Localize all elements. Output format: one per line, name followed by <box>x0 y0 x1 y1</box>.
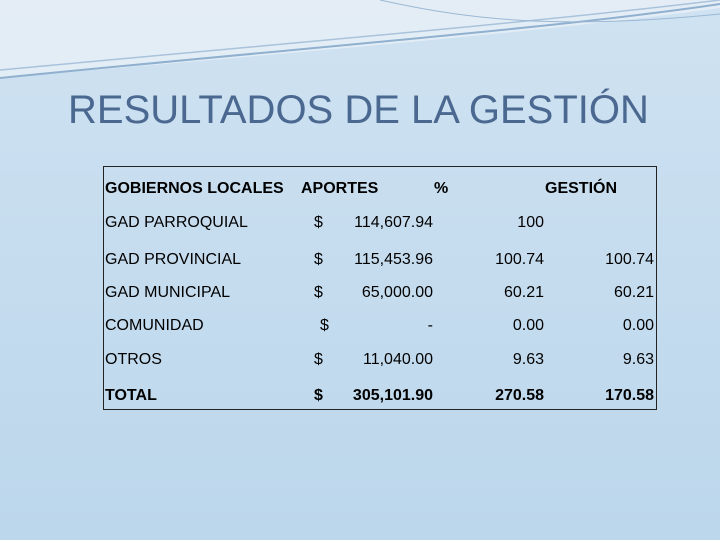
slide-title: RESULTADOS DE LA GESTIÓN <box>68 88 649 132</box>
percent: 60.21 <box>503 284 544 301</box>
gestion: 100.74 <box>605 251 654 268</box>
percent: 9.63 <box>512 351 544 368</box>
amount: 11,040.00 <box>363 351 433 368</box>
gestion: 0.00 <box>622 317 654 334</box>
table: GOBIERNOS LOCALES APORTES% GESTIÓN GAD PARR… <box>103 166 657 410</box>
gestion: 170.58 <box>605 387 654 404</box>
decoration <box>0 0 720 79</box>
amount: 305,101.90 <box>352 387 433 404</box>
percent: 270.58 <box>495 387 544 404</box>
currency: $ <box>320 317 329 334</box>
header-cell: GESTIÓN <box>545 180 618 197</box>
amount: - <box>427 317 433 334</box>
percent: 100 <box>517 214 544 231</box>
row-name: GAD PROVINCIAL <box>105 251 242 268</box>
gestion: 9.63 <box>622 351 654 368</box>
row-name: GAD PARROQUIAL <box>105 214 248 231</box>
amount: 114,607.94 <box>354 214 433 231</box>
row-name: OTROS <box>105 351 162 368</box>
header-cell: % <box>434 180 449 197</box>
header-cell: APORTES <box>301 180 379 197</box>
amount: 65,000.00 <box>361 284 433 301</box>
gestion: 60.21 <box>613 284 654 301</box>
amount: 115,453.96 <box>354 251 433 268</box>
row-name: TOTAL <box>105 387 157 404</box>
percent: 0.00 <box>512 317 544 334</box>
currency: $ <box>314 214 323 231</box>
row-name: COMUNIDAD <box>105 317 204 334</box>
currency: $ <box>314 351 323 368</box>
header-cell: GOBIERNOS LOCALES <box>105 180 284 197</box>
currency: $ <box>314 284 323 301</box>
percent: 100.74 <box>495 251 544 268</box>
row-name: GAD MUNICIPAL <box>105 284 231 301</box>
currency: $ <box>314 387 323 404</box>
currency: $ <box>314 251 323 268</box>
